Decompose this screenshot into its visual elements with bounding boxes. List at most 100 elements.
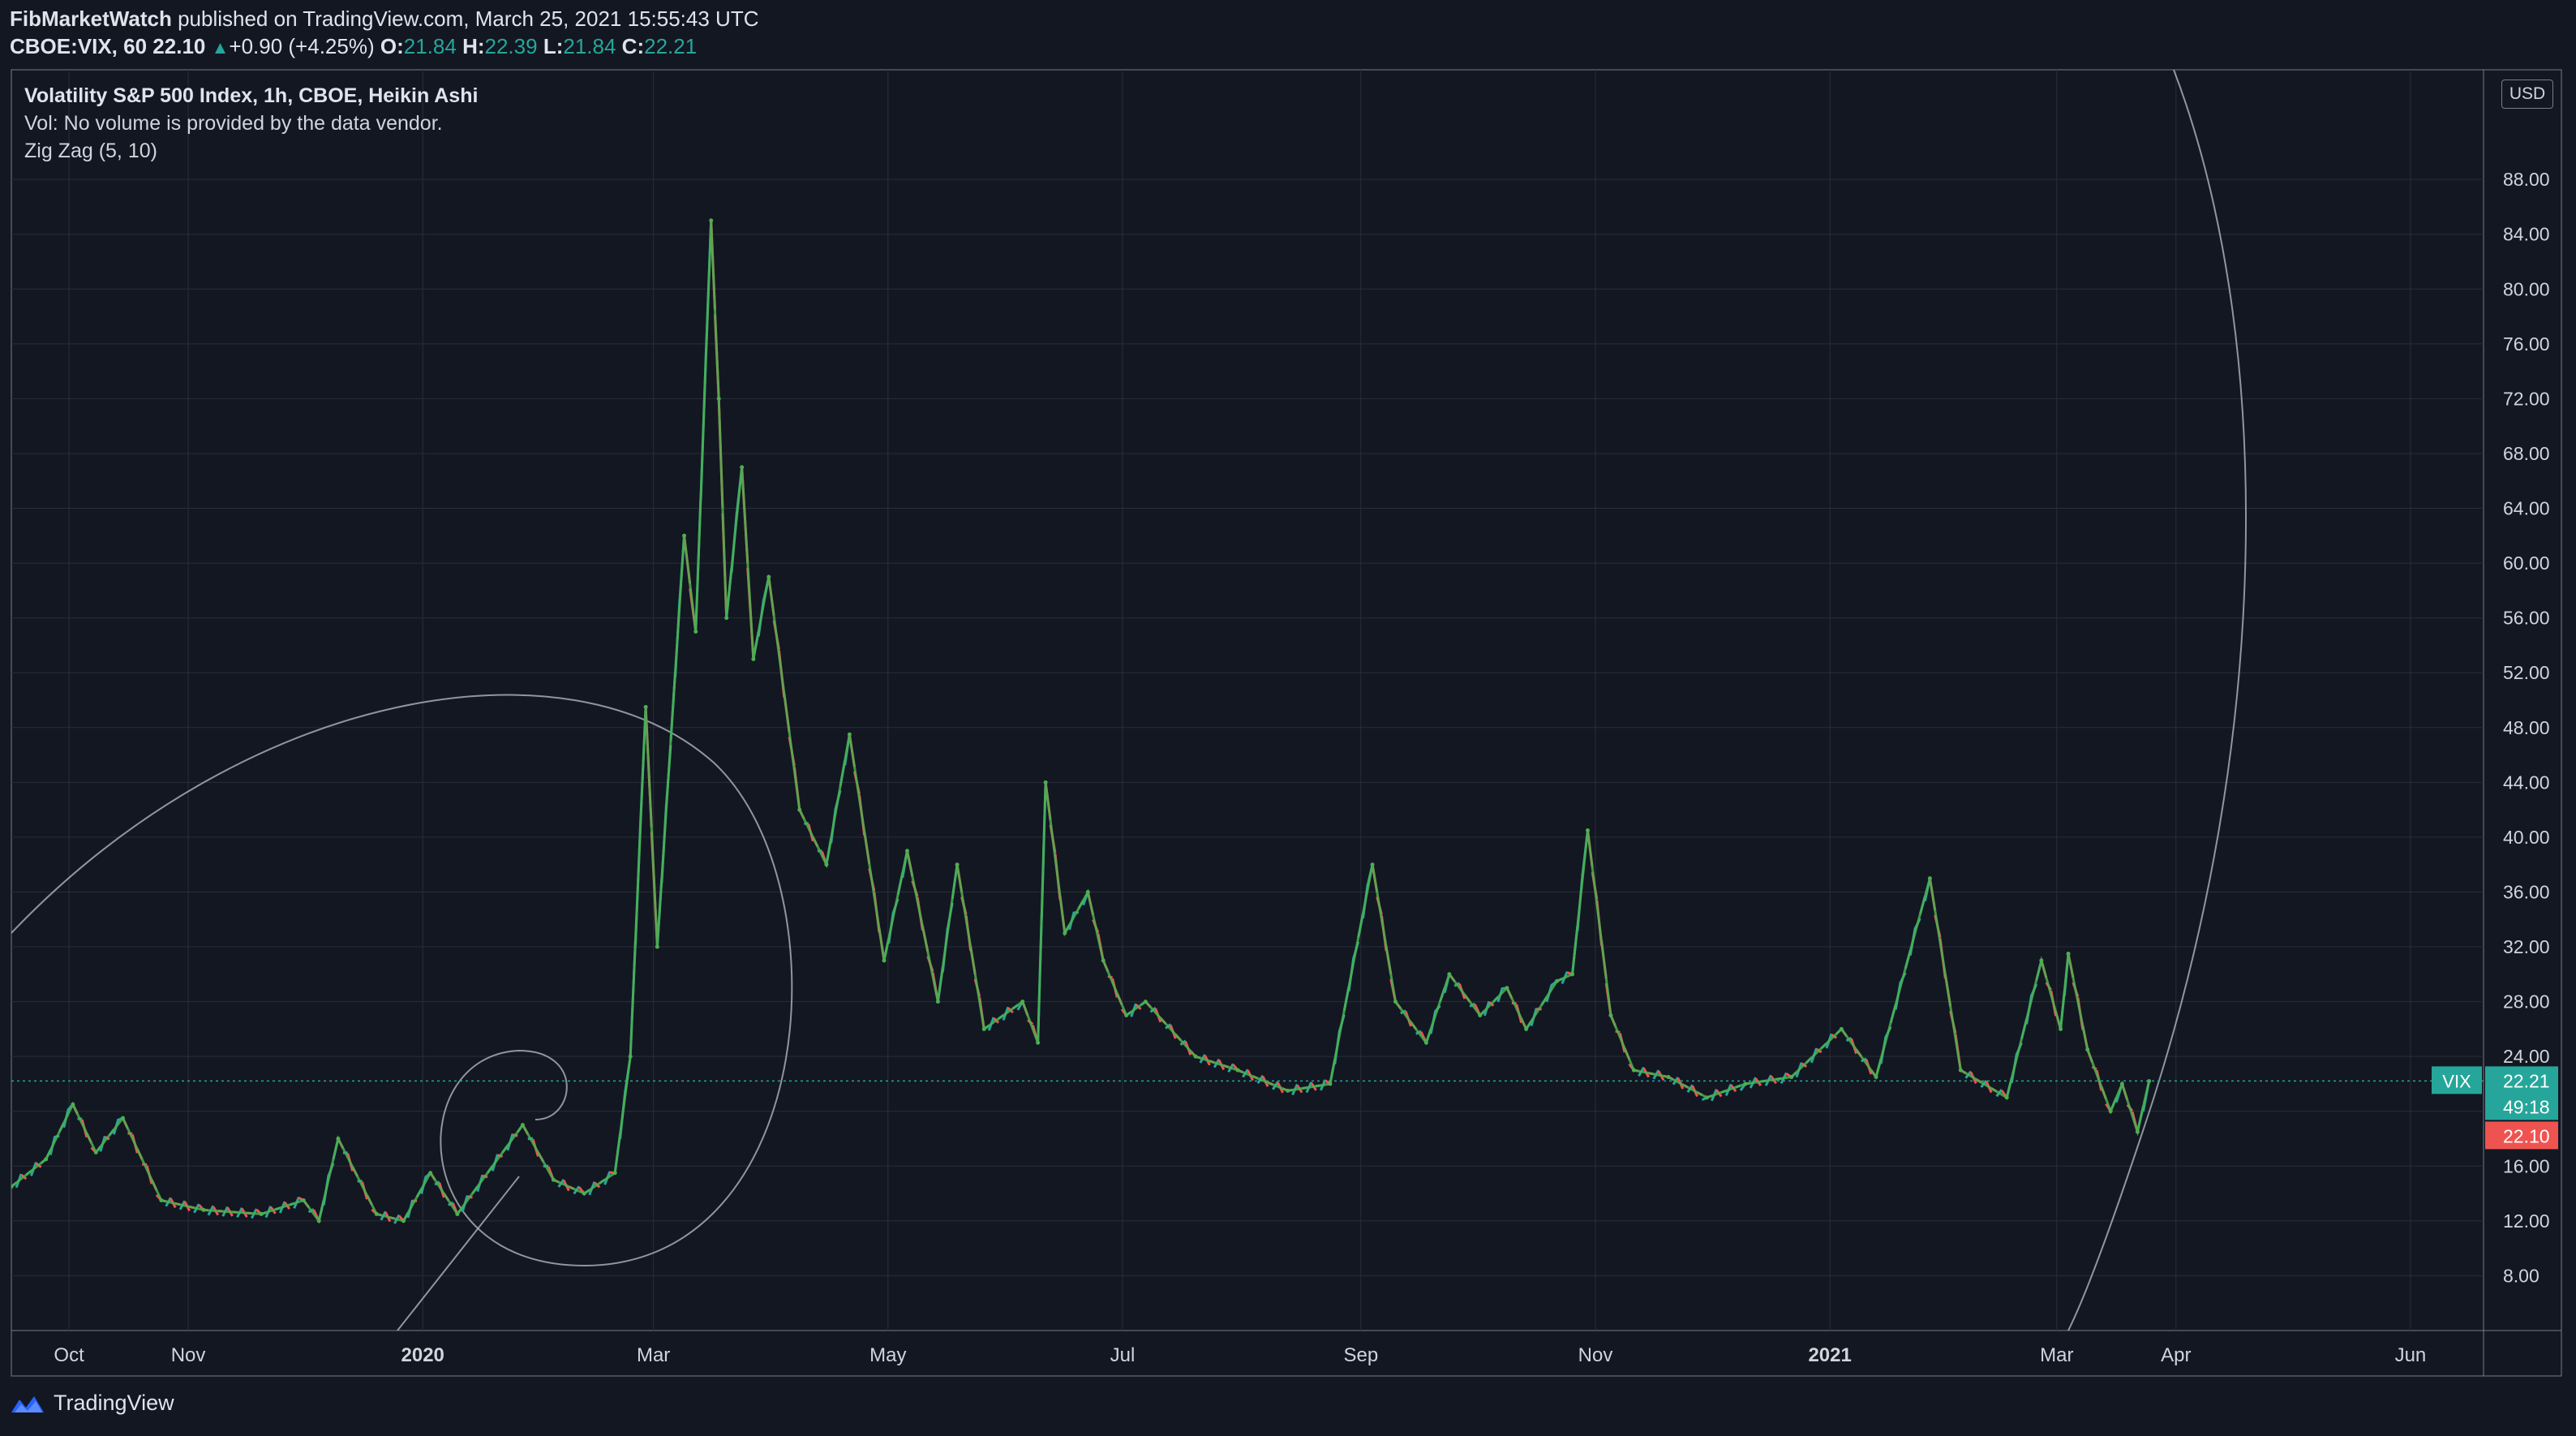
close-value: 22.21 — [644, 34, 698, 58]
zigzag-point — [709, 218, 714, 223]
zigzag-point — [2039, 958, 2044, 963]
zigzag-point — [120, 1116, 125, 1120]
zigzag-point — [1927, 876, 1932, 881]
y-tick-label: 36.00 — [2503, 881, 2550, 902]
zigzag-point — [259, 1211, 264, 1216]
legend-zigzag[interactable]: Zig Zag (5, 10) — [24, 140, 157, 162]
x-tick-label: 2021 — [1808, 1344, 1851, 1366]
tradingview-logo-icon — [11, 1395, 44, 1412]
open-label: O: — [380, 34, 404, 58]
y-tick-label: 60.00 — [2503, 552, 2550, 574]
close-label: C: — [621, 34, 645, 58]
zigzag-point — [1478, 1013, 1483, 1017]
footer-brand[interactable]: TradingView — [10, 1391, 174, 1416]
legend-main-series[interactable]: Volatility S&P 500 Index, 1h, CBOE, Heik… — [24, 84, 479, 107]
zigzag-point — [374, 1211, 379, 1216]
low-value: 21.84 — [563, 34, 616, 58]
footer-brand-label: TradingView — [54, 1391, 174, 1415]
fib-spiral-drawing[interactable] — [11, 70, 2247, 1331]
x-tick-label: Jun — [2395, 1344, 2427, 1366]
zigzag-point — [766, 574, 771, 579]
x-tick-label: Oct — [54, 1344, 84, 1366]
current-price-label: 22.21 — [2503, 1070, 2550, 1091]
zigzag-point — [1143, 1000, 1148, 1004]
zigzag-point — [693, 630, 698, 634]
published-text: published on TradingView.com, March 25, … — [178, 6, 759, 31]
symbol-badge[interactable] — [2432, 1066, 2482, 1094]
zigzag-point — [612, 1171, 617, 1176]
zigzag-point — [1393, 1000, 1398, 1004]
y-tick-label: 8.00 — [2503, 1265, 2540, 1286]
zigzag-point — [1286, 1088, 1290, 1093]
y-tick-label: 32.00 — [2503, 936, 2550, 957]
currency-button[interactable]: USD — [2501, 80, 2553, 109]
open-value: 21.84 — [403, 34, 457, 58]
y-tick-label: 80.00 — [2503, 278, 2550, 299]
zigzag-point — [724, 616, 729, 621]
zigzag-point — [1124, 1013, 1129, 1017]
zigzag-point — [955, 862, 960, 867]
zigzag-point — [428, 1171, 433, 1176]
y-tick-label: 64.00 — [2503, 498, 2550, 519]
x-tick-label: May — [869, 1344, 906, 1366]
fib-spiral-baseline[interactable] — [397, 1176, 520, 1331]
zigzag-point — [935, 1000, 940, 1004]
zigzag-point — [11, 1184, 14, 1189]
zigzag-point — [520, 1123, 525, 1128]
countdown-label: 49:18 — [2503, 1096, 2550, 1117]
zigzag-point — [643, 704, 648, 709]
zigzag-point — [1555, 978, 1560, 983]
ohlc-header: CBOE:VIX, 60 22.10 ▲+0.90 (+4.25%) O:21.… — [10, 34, 697, 59]
x-tick-label: Sep — [1343, 1344, 1378, 1366]
zigzag-point — [336, 1137, 341, 1141]
x-tick-label: Nov — [1578, 1344, 1613, 1366]
author-name[interactable]: FibMarketWatch — [10, 6, 172, 31]
zigzag-point — [1608, 1013, 1613, 1017]
prev-close-badge — [2485, 1121, 2558, 1150]
zigzag-point — [1036, 1040, 1041, 1045]
y-tick-label: 48.00 — [2503, 717, 2550, 738]
zigzag-point — [682, 533, 687, 538]
zigzag-point — [2085, 1047, 2090, 1052]
zigzag-point — [1447, 972, 1452, 977]
y-tick-label: 88.00 — [2503, 169, 2550, 190]
x-tick-label: Jul — [1110, 1344, 1136, 1366]
price-change: +0.90 (+4.25%) — [229, 34, 375, 58]
zigzag-point — [2004, 1095, 2009, 1100]
candles-layer — [11, 220, 2151, 1224]
zigzag-point — [93, 1150, 98, 1154]
zigzag-point — [2059, 1026, 2063, 1031]
y-tick-label: 72.00 — [2503, 388, 2550, 409]
zigzag-point — [2135, 1129, 2140, 1134]
zigzag-point — [1328, 1081, 1333, 1086]
zigzag-point — [1789, 1075, 1794, 1080]
zigzag-point — [1235, 1068, 1240, 1073]
symbol-badge-label: VIX — [2442, 1071, 2471, 1091]
zigzag-point — [1043, 780, 1048, 785]
fib-spiral-arc-large[interactable] — [2067, 70, 2247, 1331]
fib-spiral-arc[interactable] — [11, 694, 793, 1267]
zigzag-point — [1370, 862, 1375, 867]
zigzag-point — [2108, 1109, 2113, 1114]
zigzag-point — [1704, 1095, 1709, 1100]
zigzag-point — [1743, 1081, 1748, 1086]
y-tick-label: 40.00 — [2503, 827, 2550, 848]
zigzag-point — [1020, 1000, 1025, 1004]
zigzag-point — [751, 656, 756, 661]
zigzag-point — [1958, 1068, 1963, 1073]
zigzag-point — [1193, 1054, 1198, 1059]
legend-volume[interactable]: Vol: No volume is provided by the data v… — [24, 112, 443, 135]
zigzag-point — [2147, 1079, 2152, 1084]
zigzag-point — [1063, 931, 1067, 935]
zigzag-point — [882, 958, 887, 963]
zigzag-point — [824, 862, 829, 867]
publish-header: FibMarketWatch published on TradingView.… — [10, 6, 758, 32]
zigzag-point — [1666, 1075, 1671, 1080]
zigzag-point — [1085, 889, 1090, 894]
y-tick-label: 56.00 — [2503, 608, 2550, 629]
zigzag-line[interactable] — [11, 220, 2151, 1224]
zigzag-point — [1423, 1040, 1428, 1045]
zigzag-point — [1631, 1068, 1636, 1073]
up-arrow-icon: ▲ — [211, 37, 230, 58]
